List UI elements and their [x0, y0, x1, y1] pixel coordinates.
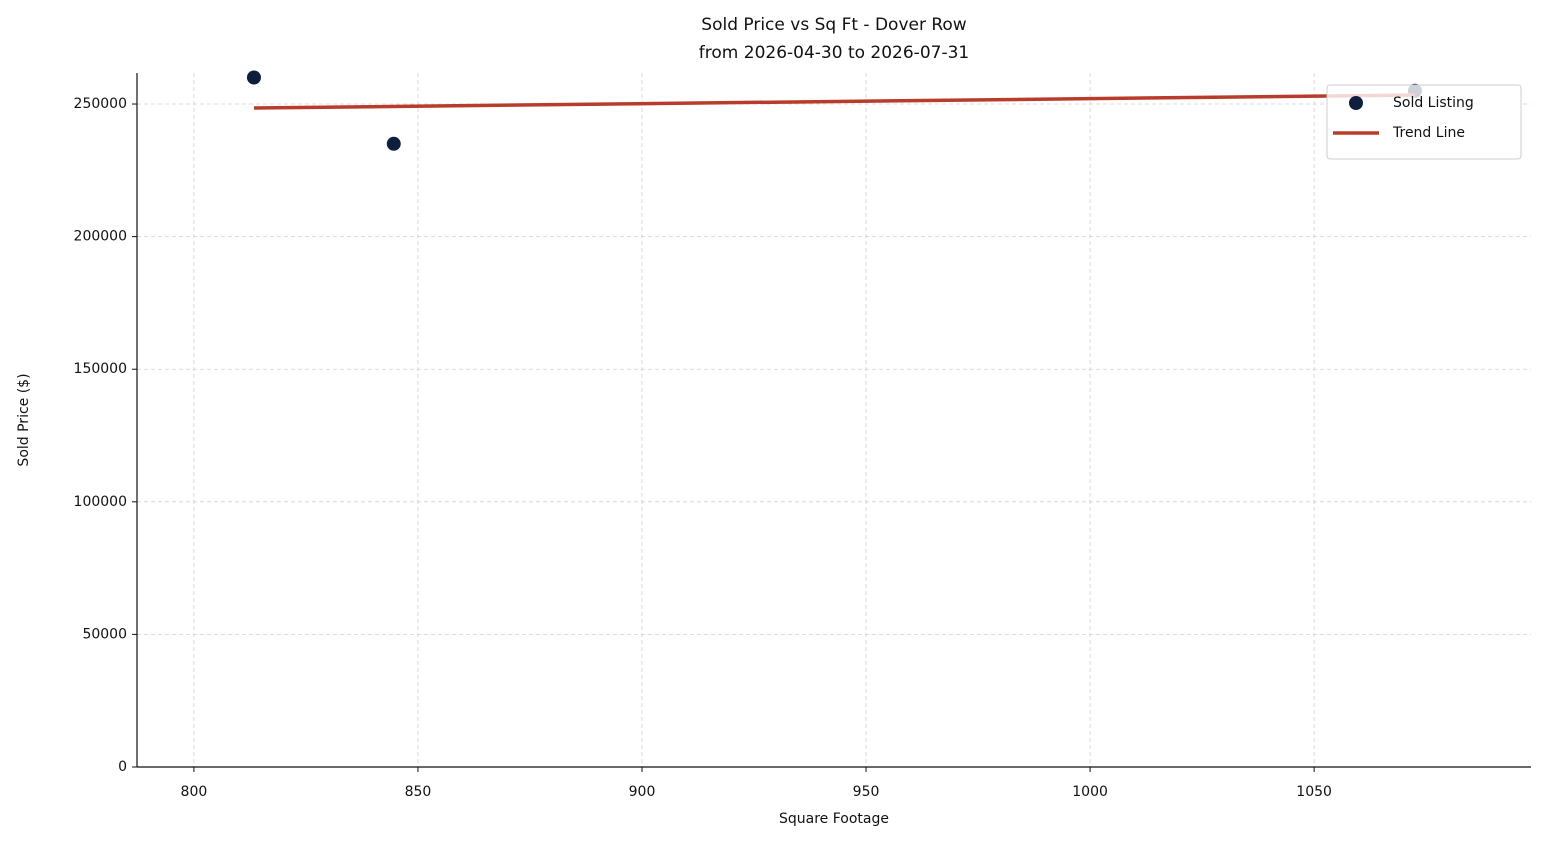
y-tick-label: 0	[118, 759, 127, 775]
x-tick-label: 800	[181, 784, 208, 800]
data-point	[386, 136, 401, 151]
y-tick-label: 100000	[74, 494, 127, 510]
trend-line	[253, 93, 1415, 110]
y-tick-label: 250000	[74, 96, 127, 112]
grid	[137, 73, 1531, 768]
y-axis-label: Sold Price ($)	[16, 373, 32, 466]
data-point	[246, 70, 261, 85]
y-tick-label: 50000	[82, 626, 127, 642]
plot-area	[246, 70, 1422, 151]
y-tick-label: 200000	[74, 229, 127, 245]
legend: Sold Listing Trend Line	[1326, 84, 1522, 160]
x-tick-label: 950	[853, 784, 880, 800]
legend-label: Trend Line	[1392, 125, 1465, 141]
legend-label: Sold Listing	[1393, 95, 1474, 111]
x-tick-label: 850	[405, 784, 432, 800]
chart-subtitle: from 2026-04-30 to 2026-07-31	[699, 43, 969, 63]
x-tick-label: 1050	[1296, 784, 1332, 800]
chart-title: Sold Price vs Sq Ft - Dover Row	[701, 15, 967, 35]
y-tick-label: 150000	[74, 361, 127, 377]
legend-box	[1326, 84, 1522, 160]
x-tick-label: 900	[629, 784, 656, 800]
x-axis-label: Square Footage	[779, 811, 889, 827]
legend-swatch	[1349, 96, 1363, 110]
x-tick-label: 1000	[1072, 784, 1108, 800]
